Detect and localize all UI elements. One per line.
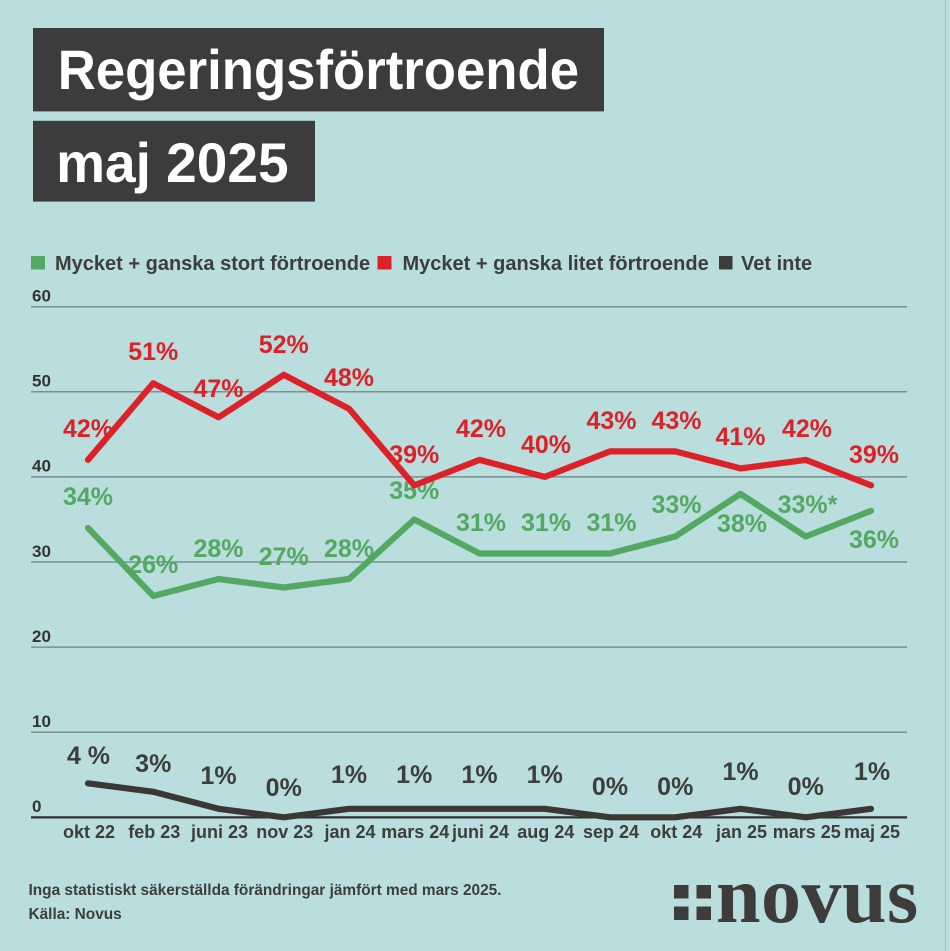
svg-text:40%: 40% bbox=[521, 431, 571, 459]
svg-text:60: 60 bbox=[32, 287, 51, 306]
svg-text:mars 24: mars 24 bbox=[381, 822, 449, 842]
svg-text:1%: 1% bbox=[461, 761, 497, 789]
svg-text:34%: 34% bbox=[63, 483, 113, 511]
svg-text:1%: 1% bbox=[200, 762, 236, 790]
svg-text:0%: 0% bbox=[592, 773, 628, 801]
svg-text:okt 24: okt 24 bbox=[650, 822, 702, 842]
svg-text:43%: 43% bbox=[586, 407, 636, 435]
svg-text:jan 25: jan 25 bbox=[715, 822, 767, 842]
svg-text:38%: 38% bbox=[717, 510, 767, 538]
svg-text:31%: 31% bbox=[521, 509, 571, 537]
svg-text:36%: 36% bbox=[849, 526, 899, 554]
svg-text:novus: novus bbox=[716, 852, 919, 940]
svg-text:Mycket + ganska stort förtroen: Mycket + ganska stort förtroende bbox=[55, 253, 370, 275]
svg-text:31%: 31% bbox=[586, 509, 636, 537]
svg-text:20: 20 bbox=[32, 627, 51, 646]
svg-text:33%: 33% bbox=[651, 491, 701, 519]
svg-text:1%: 1% bbox=[331, 761, 367, 789]
svg-text:Mycket + ganska litet förtroen: Mycket + ganska litet förtroende bbox=[403, 253, 709, 275]
svg-text:Vet inte: Vet inte bbox=[741, 253, 812, 275]
svg-text:maj 2025: maj 2025 bbox=[56, 132, 288, 195]
svg-text:48%: 48% bbox=[324, 364, 374, 392]
svg-text:aug 24: aug 24 bbox=[517, 822, 574, 842]
svg-text:nov 23: nov 23 bbox=[256, 822, 313, 842]
svg-text:28%: 28% bbox=[324, 535, 374, 563]
svg-text:40: 40 bbox=[32, 457, 51, 476]
svg-text:1%: 1% bbox=[396, 761, 432, 789]
svg-text:okt 22: okt 22 bbox=[63, 822, 115, 842]
svg-text:1%: 1% bbox=[722, 758, 758, 786]
svg-text:31%: 31% bbox=[456, 509, 506, 537]
svg-text:jan 24: jan 24 bbox=[323, 822, 375, 842]
svg-text:1%: 1% bbox=[854, 758, 890, 786]
svg-text:42%: 42% bbox=[782, 415, 832, 443]
svg-text:0%: 0% bbox=[788, 773, 824, 801]
svg-text:juni 24: juni 24 bbox=[451, 822, 509, 842]
svg-text:33%*: 33%* bbox=[778, 491, 838, 519]
svg-text:0: 0 bbox=[32, 797, 41, 816]
svg-text:47%: 47% bbox=[193, 375, 243, 403]
svg-text:mars 25: mars 25 bbox=[773, 822, 841, 842]
svg-text:41%: 41% bbox=[715, 423, 765, 451]
svg-text:3%: 3% bbox=[135, 750, 171, 778]
svg-text:51%: 51% bbox=[128, 338, 178, 366]
svg-text:4 %: 4 % bbox=[67, 742, 110, 770]
svg-text:feb 23: feb 23 bbox=[128, 822, 180, 842]
svg-text:Regeringsförtroende: Regeringsförtroende bbox=[58, 38, 579, 101]
svg-text:39%: 39% bbox=[849, 441, 899, 469]
svg-text:42%: 42% bbox=[456, 415, 506, 443]
svg-text:10: 10 bbox=[32, 712, 51, 731]
svg-text:sep 24: sep 24 bbox=[583, 822, 639, 842]
svg-text:maj 25: maj 25 bbox=[844, 822, 900, 842]
svg-text:1%: 1% bbox=[527, 761, 563, 789]
svg-text:Källa: Novus: Källa: Novus bbox=[29, 906, 122, 923]
svg-text:27%: 27% bbox=[259, 543, 309, 571]
svg-text:0%: 0% bbox=[266, 774, 302, 802]
svg-text:juni 23: juni 23 bbox=[190, 822, 248, 842]
svg-text:0%: 0% bbox=[657, 773, 693, 801]
svg-text:52%: 52% bbox=[259, 331, 309, 359]
svg-text:50: 50 bbox=[32, 372, 51, 391]
svg-text:Inga statistiskt säkerställda: Inga statistiskt säkerställda förändring… bbox=[29, 882, 502, 899]
svg-text:43%: 43% bbox=[651, 407, 701, 435]
svg-text:28%: 28% bbox=[193, 535, 243, 563]
svg-text:30: 30 bbox=[32, 542, 51, 561]
